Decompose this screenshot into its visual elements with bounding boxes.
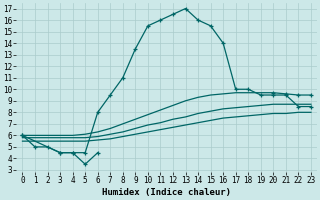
X-axis label: Humidex (Indice chaleur): Humidex (Indice chaleur)	[102, 188, 231, 197]
